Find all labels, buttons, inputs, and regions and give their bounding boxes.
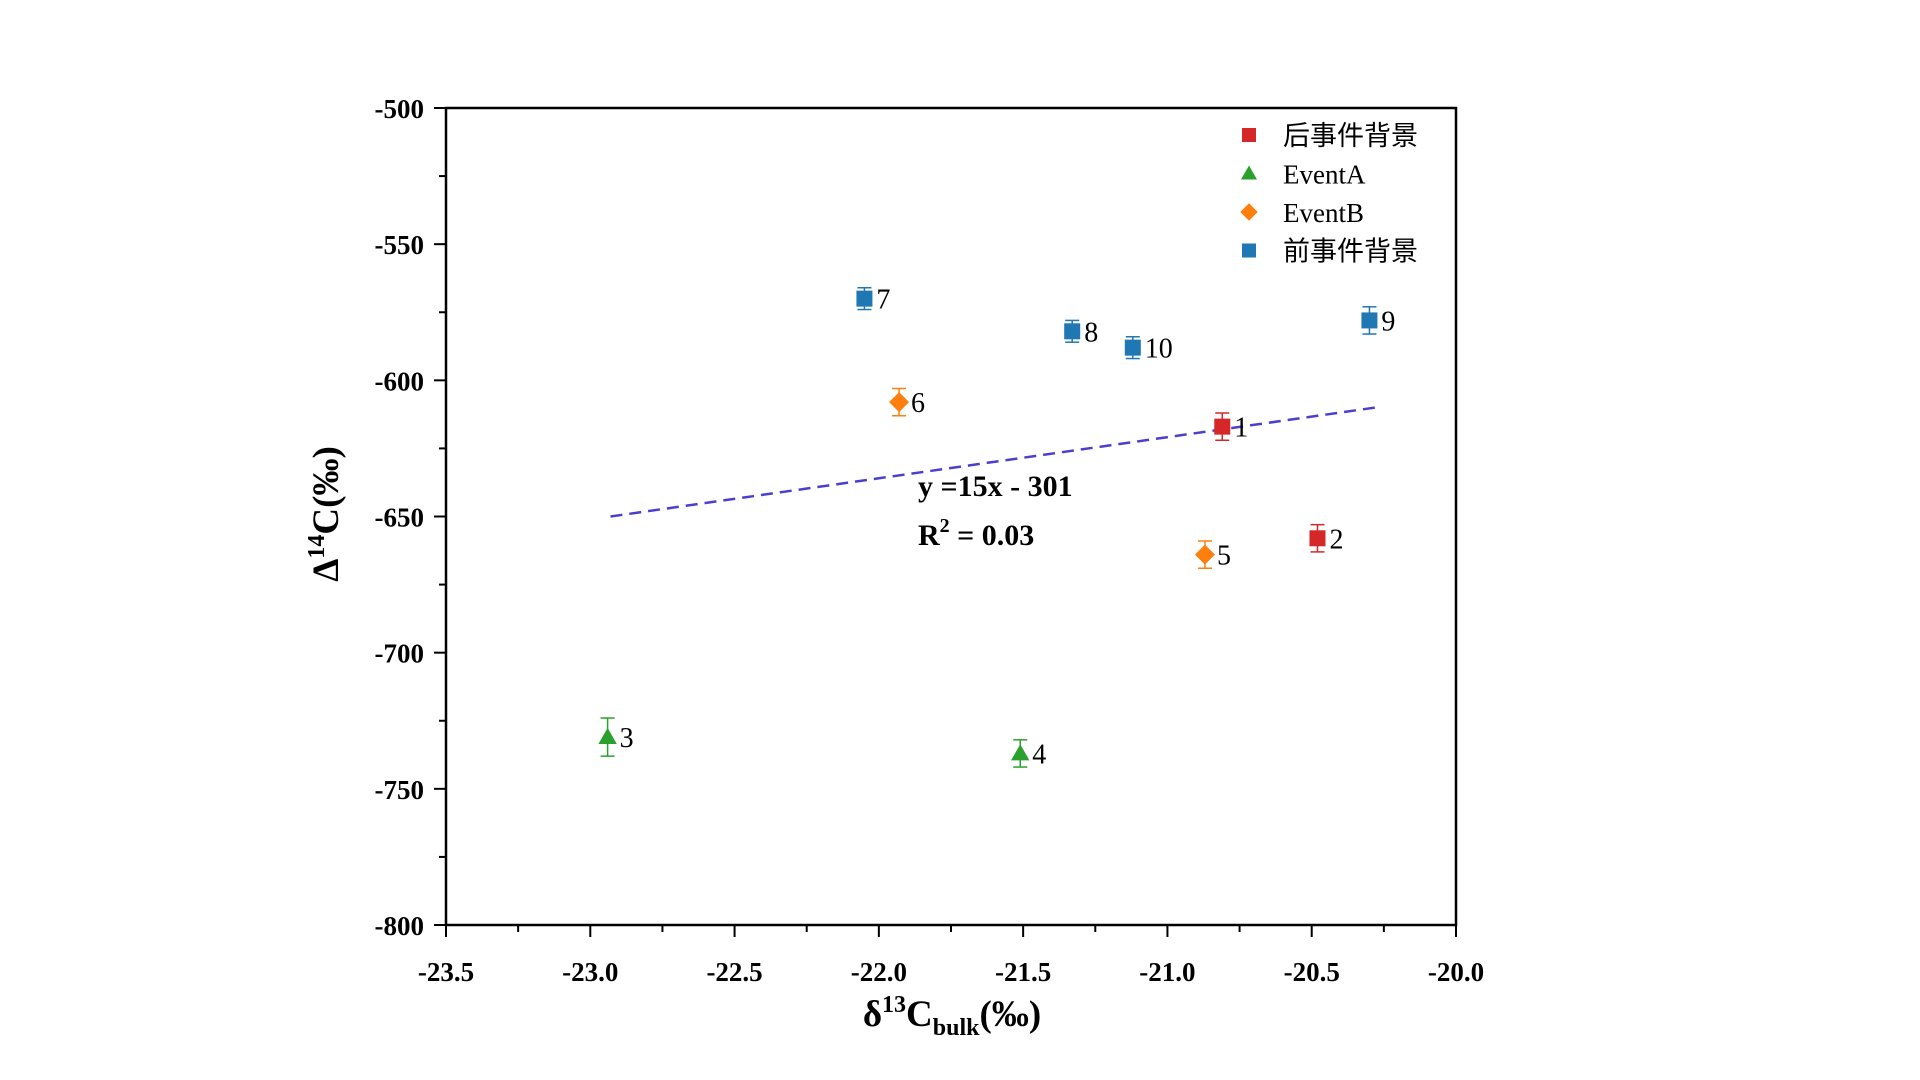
legend-label: EventB: [1283, 198, 1364, 228]
point-label: 6: [911, 388, 925, 419]
triangle-marker: [1240, 165, 1258, 180]
x-tick-label: -22.0: [851, 957, 907, 987]
x-title-sup: 13: [882, 992, 906, 1018]
fit-line: [610, 406, 1376, 518]
y-tick-label: -700: [375, 639, 425, 669]
point-label: 9: [1381, 306, 1395, 337]
square-marker: [1214, 418, 1231, 435]
fit-equation: y =15x - 301: [918, 470, 1073, 503]
x-title-prefix: δ: [863, 994, 882, 1035]
x-tick-label: -22.5: [706, 957, 762, 987]
data-points: 1 2 3 4 5 6 7 8 10 9: [598, 285, 1395, 770]
point-label: 2: [1329, 524, 1343, 555]
square-marker: [1361, 312, 1378, 329]
x-axis-title: δ13Cbulk(‰): [863, 992, 1041, 1041]
legend-label: EventA: [1283, 160, 1366, 190]
y-axis-title: Δ14C(‰): [304, 446, 347, 582]
r2-sup: 2: [940, 515, 950, 537]
triangle-marker: [1011, 744, 1030, 761]
legend-label: 后事件背景: [1283, 121, 1418, 151]
y-tick-label: -750: [375, 775, 425, 805]
x-tick-label: -23.5: [418, 957, 474, 987]
point-label: 4: [1032, 739, 1046, 770]
y-tick-label: -500: [375, 94, 425, 124]
legend: 后事件背景 EventA EventB 前事件背景: [1240, 121, 1418, 267]
r2-value: = 0.03: [950, 519, 1035, 552]
plot-frame: [444, 106, 1458, 927]
y-tick-label: -650: [375, 503, 425, 533]
plot-axes: -23.5 -23.0 -22.5 -22.0 -21.5 -21.0 -20.5 -20.0…: [375, 94, 1485, 987]
triangle-marker: [598, 727, 617, 744]
point-label: 5: [1217, 541, 1231, 572]
fit-r-squared: R2 = 0.03: [918, 515, 1034, 552]
point-label: 10: [1145, 334, 1173, 365]
y-tick-label: -800: [375, 911, 425, 941]
point-label: 8: [1084, 317, 1098, 348]
x-title-main: C: [906, 994, 933, 1035]
x-tick-label: -23.0: [562, 957, 618, 987]
square-marker: [1309, 530, 1326, 547]
y-title-main: C(‰): [306, 446, 347, 534]
diamond-marker: [889, 392, 910, 413]
square-marker: [1242, 243, 1256, 258]
point-label: 7: [876, 285, 890, 316]
point-label: 3: [620, 723, 634, 754]
square-marker: [856, 290, 873, 307]
square-marker: [1242, 128, 1256, 142]
x-title-suffix: (‰): [980, 994, 1042, 1035]
y-tick-label: -600: [375, 366, 425, 396]
r2-prefix: R: [918, 519, 940, 552]
x-tick-label: -21.0: [1139, 957, 1195, 987]
point-label: 1: [1234, 413, 1248, 444]
x-tick-label: -20.5: [1284, 957, 1340, 987]
x-tick-label: -20.0: [1428, 957, 1484, 987]
diamond-marker: [1240, 203, 1258, 221]
fit-line-group: [610, 406, 1376, 518]
diamond-marker: [1194, 544, 1215, 565]
y-title-prefix: Δ: [306, 559, 347, 582]
square-marker: [1124, 339, 1141, 356]
x-title-sub: bulk: [933, 1015, 980, 1041]
y-tick-label: -550: [375, 230, 425, 260]
legend-label: 前事件背景: [1283, 237, 1418, 267]
x-tick-label: -21.5: [995, 957, 1051, 987]
y-title-sup: 14: [304, 535, 330, 559]
square-marker: [1064, 323, 1081, 340]
